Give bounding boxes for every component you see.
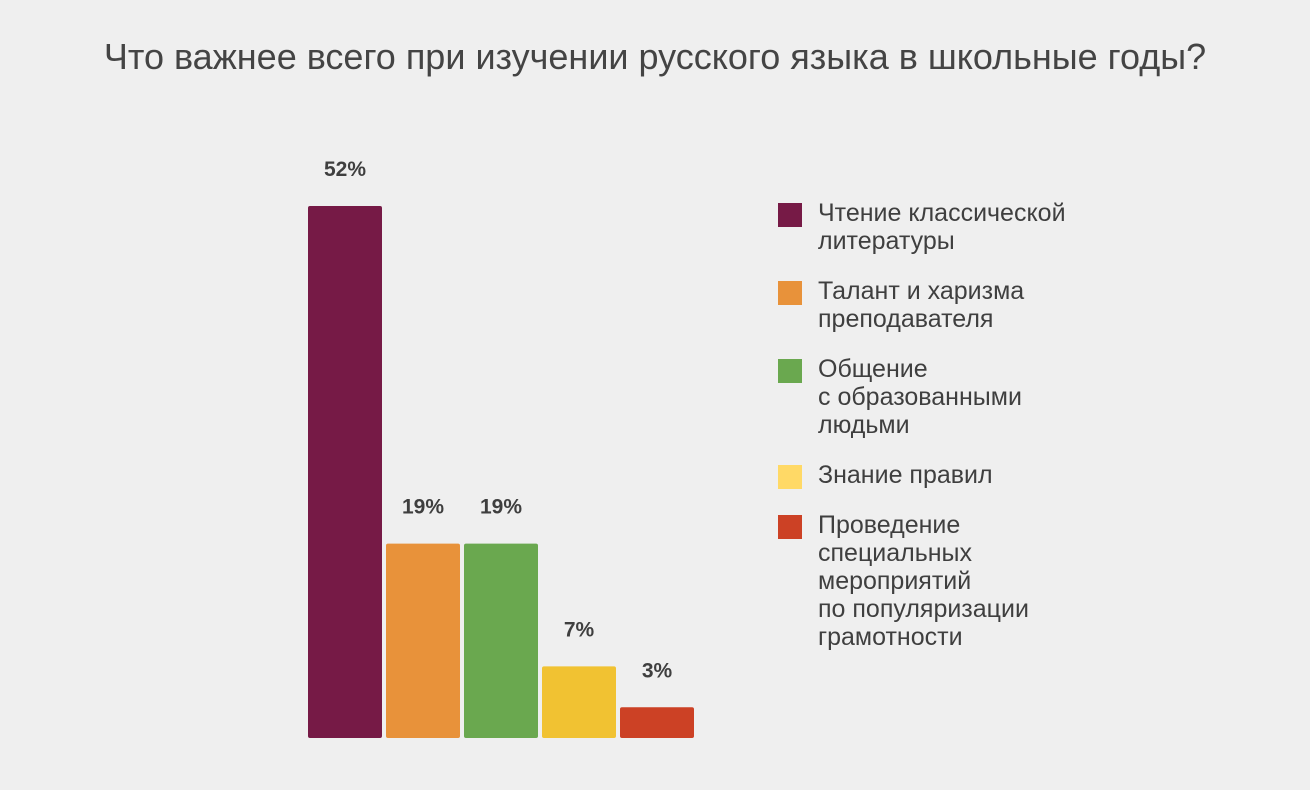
- bar-1: [308, 206, 382, 738]
- legend-item: Общение с образованными людьми: [778, 355, 1098, 439]
- bar-5: [620, 707, 694, 738]
- data-label-5: 3%: [642, 659, 673, 682]
- data-label-3: 19%: [480, 496, 522, 519]
- bar-2: [386, 543, 460, 738]
- legend-label: Чтение классической литературы: [818, 199, 1066, 255]
- data-label-4: 7%: [564, 618, 595, 641]
- legend-label: Талант и харизма преподавателя: [818, 277, 1025, 333]
- legend-swatch: [778, 359, 802, 383]
- bar-4: [542, 666, 616, 738]
- legend-item: Проведение специальных мероприятий по по…: [778, 511, 1098, 651]
- legend-label: Общение с образованными людьми: [818, 355, 1022, 439]
- data-label-2: 19%: [402, 496, 444, 519]
- bar-3: [464, 543, 538, 738]
- legend-label: Знание правил: [818, 461, 993, 489]
- chart-legend: Чтение классической литературы Талант и …: [778, 199, 1098, 673]
- legend-item: Чтение классической литературы: [778, 199, 1098, 255]
- legend-swatch: [778, 515, 802, 539]
- legend-item: Знание правил: [778, 461, 1098, 489]
- legend-item: Талант и харизма преподавателя: [778, 277, 1098, 333]
- legend-label: Проведение специальных мероприятий по по…: [818, 511, 1029, 651]
- legend-swatch: [778, 465, 802, 489]
- legend-swatch: [778, 281, 802, 305]
- legend-swatch: [778, 203, 802, 227]
- data-label-1: 52%: [324, 158, 366, 181]
- chart-title: Что важнее всего при изучении русского я…: [103, 36, 1207, 77]
